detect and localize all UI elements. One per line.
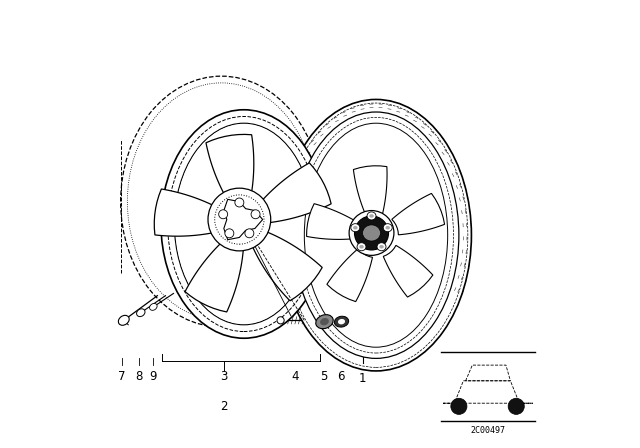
Text: 8: 8 xyxy=(135,370,142,383)
Ellipse shape xyxy=(451,398,467,414)
Polygon shape xyxy=(327,249,372,302)
Polygon shape xyxy=(353,166,387,215)
Ellipse shape xyxy=(136,309,145,317)
Ellipse shape xyxy=(277,317,284,324)
Ellipse shape xyxy=(385,226,390,229)
Text: 3: 3 xyxy=(220,370,227,383)
Ellipse shape xyxy=(251,210,260,219)
Text: 4: 4 xyxy=(292,370,299,383)
Text: 1: 1 xyxy=(359,372,366,385)
Polygon shape xyxy=(154,189,223,236)
Ellipse shape xyxy=(508,398,524,414)
Text: 9: 9 xyxy=(150,370,157,383)
Ellipse shape xyxy=(293,112,459,358)
Text: 2C00497: 2C00497 xyxy=(470,426,506,435)
Ellipse shape xyxy=(118,315,129,325)
Ellipse shape xyxy=(351,224,360,232)
Polygon shape xyxy=(206,134,254,204)
Ellipse shape xyxy=(245,229,254,238)
Ellipse shape xyxy=(377,243,386,251)
Ellipse shape xyxy=(305,123,448,347)
Ellipse shape xyxy=(174,123,314,325)
Ellipse shape xyxy=(219,210,228,219)
Ellipse shape xyxy=(349,211,394,255)
Ellipse shape xyxy=(168,116,320,332)
Text: 6: 6 xyxy=(337,370,345,383)
Polygon shape xyxy=(383,246,433,297)
Ellipse shape xyxy=(367,212,376,220)
Polygon shape xyxy=(253,232,322,301)
Polygon shape xyxy=(185,240,243,312)
Ellipse shape xyxy=(369,214,374,218)
Text: 7: 7 xyxy=(118,370,125,383)
Ellipse shape xyxy=(316,314,333,329)
Ellipse shape xyxy=(225,229,234,238)
Polygon shape xyxy=(259,163,331,223)
Ellipse shape xyxy=(359,245,364,249)
Ellipse shape xyxy=(353,226,358,229)
Text: 5: 5 xyxy=(320,370,327,383)
Polygon shape xyxy=(392,194,445,235)
Polygon shape xyxy=(307,204,358,239)
Ellipse shape xyxy=(280,99,472,371)
Ellipse shape xyxy=(235,198,244,207)
Ellipse shape xyxy=(383,224,392,232)
Ellipse shape xyxy=(150,303,157,310)
Text: 2: 2 xyxy=(220,400,227,413)
Polygon shape xyxy=(224,199,262,240)
Ellipse shape xyxy=(357,243,366,251)
Ellipse shape xyxy=(208,188,271,251)
Ellipse shape xyxy=(355,216,388,250)
Ellipse shape xyxy=(320,318,329,325)
Ellipse shape xyxy=(161,110,326,338)
Ellipse shape xyxy=(175,124,312,324)
Ellipse shape xyxy=(338,319,345,324)
Ellipse shape xyxy=(334,316,349,327)
Ellipse shape xyxy=(362,225,380,241)
Ellipse shape xyxy=(380,245,384,249)
Ellipse shape xyxy=(215,195,264,244)
Ellipse shape xyxy=(120,76,323,327)
